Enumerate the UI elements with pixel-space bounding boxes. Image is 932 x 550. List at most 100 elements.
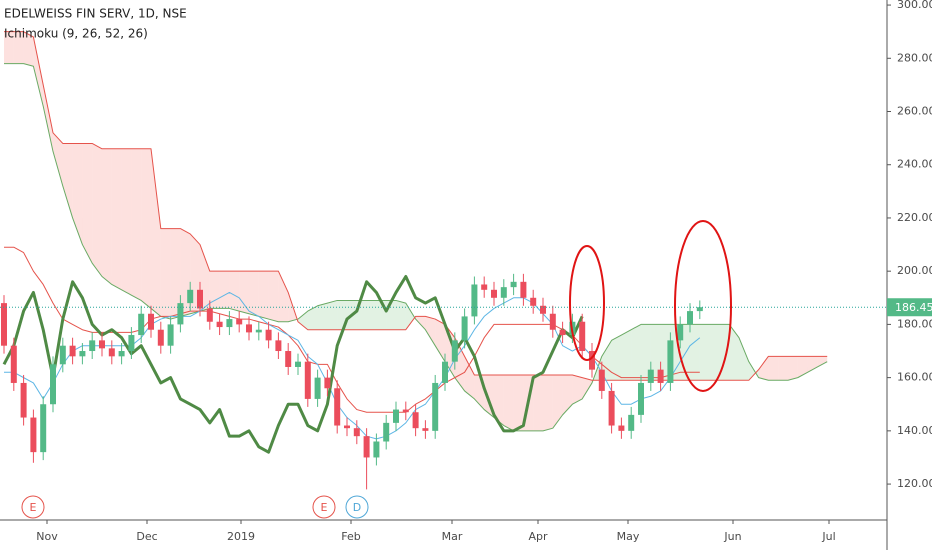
candle-body bbox=[20, 382, 27, 418]
lagging-line bbox=[2, 274, 584, 454]
cloud-fill bbox=[317, 303, 328, 330]
candle-body bbox=[334, 388, 341, 426]
candle-body bbox=[491, 289, 497, 298]
cloud-fill bbox=[709, 324, 720, 381]
candle-body bbox=[314, 377, 321, 399]
cloud-fill bbox=[690, 324, 700, 381]
candle-body bbox=[618, 425, 625, 431]
candle-body bbox=[549, 313, 556, 330]
candle-body bbox=[295, 361, 301, 367]
cloud-fill bbox=[53, 132, 63, 187]
cloud-fill bbox=[572, 374, 583, 405]
candle-body bbox=[510, 281, 517, 288]
cloud-fill bbox=[268, 271, 279, 322]
candle-body bbox=[59, 345, 66, 365]
candle-body bbox=[304, 361, 311, 399]
cloud-fill bbox=[425, 316, 436, 346]
x-tick-label: Nov bbox=[36, 530, 58, 543]
candle-body bbox=[79, 351, 86, 357]
candle-body bbox=[608, 390, 615, 426]
cloud-fill bbox=[43, 84, 53, 152]
cloud-fill bbox=[817, 356, 828, 367]
candle-body bbox=[1, 303, 7, 346]
event-marker bbox=[345, 495, 369, 519]
cloud-fill bbox=[160, 228, 171, 320]
candle-body bbox=[628, 414, 635, 431]
cloud-fill bbox=[33, 36, 44, 107]
candle-body bbox=[187, 289, 194, 304]
cloud-fill bbox=[494, 374, 504, 426]
cloud-fill bbox=[739, 337, 749, 381]
cloud-fill bbox=[4, 31, 14, 64]
candle-body bbox=[412, 412, 419, 429]
cloud-fill bbox=[327, 300, 338, 330]
candle-body bbox=[422, 428, 429, 431]
cloud-fill bbox=[582, 377, 592, 399]
cloud-fill bbox=[513, 374, 524, 431]
candle-body bbox=[177, 303, 184, 325]
event-label: E bbox=[321, 501, 328, 514]
candle-body bbox=[197, 289, 203, 309]
candle-body bbox=[108, 348, 115, 357]
cloud-fill bbox=[121, 148, 132, 296]
y-tick-label: 260.00 bbox=[897, 105, 932, 118]
x-tick-label: Jun bbox=[723, 530, 741, 543]
cloud-fill bbox=[435, 319, 445, 362]
candle-body bbox=[471, 284, 478, 317]
y-tick-label: 160.00 bbox=[897, 371, 932, 384]
cloud-fill bbox=[239, 271, 249, 314]
cloud-fill bbox=[552, 374, 563, 429]
cloud-fill bbox=[258, 271, 269, 320]
candle-body bbox=[10, 345, 17, 383]
cloud-fill bbox=[631, 324, 641, 381]
candle-body bbox=[647, 369, 654, 383]
candle-body bbox=[383, 422, 390, 442]
cloud-fill bbox=[307, 305, 318, 330]
cloud-fill bbox=[82, 143, 93, 264]
cloud-fill bbox=[533, 374, 543, 431]
candle-body bbox=[500, 287, 507, 298]
x-tick-label: May bbox=[617, 530, 640, 543]
cloud-fill bbox=[249, 271, 259, 317]
x-tick-label: Feb bbox=[341, 530, 360, 543]
chart-title: EDELWEISS FIN SERV, 1D, NSE bbox=[4, 7, 187, 21]
cloud-fill bbox=[788, 356, 798, 381]
drawing-ellipse bbox=[569, 245, 605, 361]
last-price-box bbox=[887, 298, 932, 317]
y-tick-label: 120.00 bbox=[897, 477, 932, 490]
cloud-fill bbox=[141, 148, 151, 309]
candle-body bbox=[275, 340, 282, 352]
candle-body bbox=[657, 369, 664, 383]
candle-body bbox=[50, 364, 56, 405]
candle-body bbox=[226, 319, 233, 328]
candle-body bbox=[265, 329, 272, 341]
event-label: E bbox=[30, 501, 37, 514]
candle-body bbox=[344, 425, 350, 429]
candle-body bbox=[128, 335, 135, 352]
candle-body bbox=[432, 382, 439, 431]
candle-body bbox=[687, 311, 693, 325]
x-tick-label: 2019 bbox=[227, 530, 255, 543]
candle-body bbox=[324, 377, 331, 389]
cloud-fill bbox=[396, 300, 406, 330]
candle-body bbox=[481, 284, 488, 290]
drawing-ellipse bbox=[674, 220, 732, 392]
candle-body bbox=[402, 409, 409, 413]
cloud-fill bbox=[503, 374, 514, 431]
y-tick-label: 280.00 bbox=[897, 51, 932, 64]
cloud-fill bbox=[151, 148, 161, 317]
candle-body bbox=[30, 417, 37, 453]
candle-body bbox=[559, 329, 566, 336]
cloud-fill bbox=[464, 356, 475, 399]
event-marker bbox=[21, 495, 45, 519]
candle-body bbox=[206, 308, 213, 322]
candle-body bbox=[236, 319, 243, 325]
y-tick-label: 200.00 bbox=[897, 264, 932, 277]
cloud-fill bbox=[562, 374, 573, 415]
cloud-fill bbox=[758, 356, 769, 381]
x-tick-label: Apr bbox=[528, 530, 548, 543]
cloud-fill bbox=[13, 31, 24, 64]
candle-body bbox=[255, 329, 262, 333]
